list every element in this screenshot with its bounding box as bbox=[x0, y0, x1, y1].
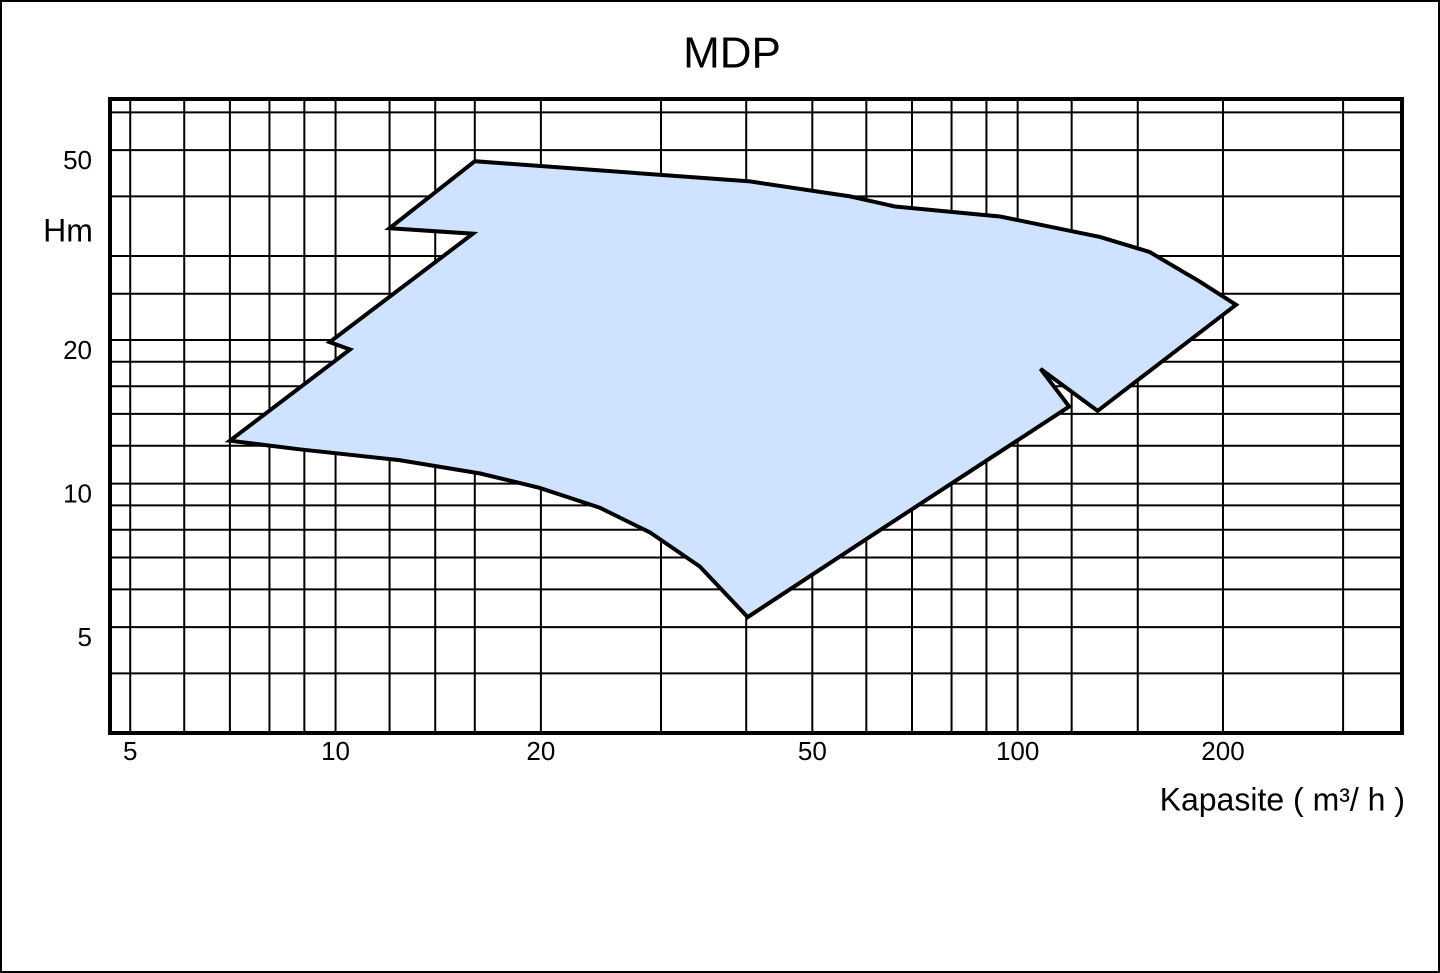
y-axis-label: Hm bbox=[43, 212, 93, 248]
x-tick-label: 20 bbox=[526, 736, 555, 766]
x-tick-label: 100 bbox=[996, 736, 1039, 766]
chart-title: MDP bbox=[683, 29, 781, 78]
x-tick-label: 10 bbox=[321, 736, 350, 766]
y-tick-label: 10 bbox=[63, 478, 92, 508]
y-tick-label: 5 bbox=[78, 622, 92, 652]
y-tick-label: 50 bbox=[63, 145, 92, 175]
x-tick-label: 50 bbox=[798, 736, 827, 766]
x-tick-label: 5 bbox=[123, 736, 137, 766]
y-tick-label: 20 bbox=[63, 335, 92, 365]
x-axis-label: Kapasite ( m³/ h ) bbox=[1160, 781, 1405, 817]
x-tick-label: 200 bbox=[1201, 736, 1244, 766]
area bbox=[224, 159, 1240, 620]
plot-border bbox=[108, 97, 1404, 735]
